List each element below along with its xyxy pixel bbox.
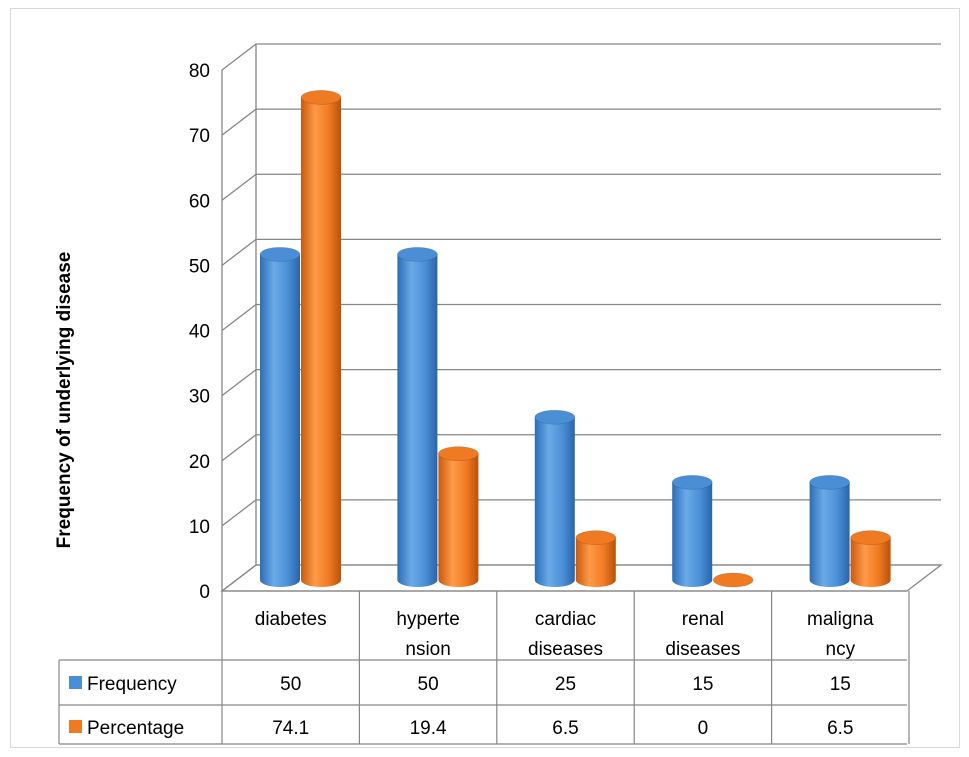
y-axis-label: Frequency of underlying disease xyxy=(54,252,75,549)
legend-label-percentage: Percentage xyxy=(87,718,184,739)
bar-frequency-1 xyxy=(396,246,438,587)
bar-percentage-0 xyxy=(300,90,342,587)
legend-key-percentage xyxy=(69,720,82,733)
bar-percentage-2 xyxy=(575,530,617,587)
bars xyxy=(259,90,891,588)
gridline-side xyxy=(221,303,257,332)
legend-label-frequency: Frequency xyxy=(87,674,177,695)
bar-percentage-1 xyxy=(437,446,479,587)
gridline-side xyxy=(221,108,257,136)
table-cell: 50 xyxy=(418,674,439,695)
gridline-side xyxy=(221,173,257,201)
y-axis: 0 10 20 30 40 50 60 70 80 xyxy=(189,44,257,603)
gridline-side xyxy=(221,369,257,397)
bar-body xyxy=(534,417,575,587)
bar-body xyxy=(575,537,616,587)
bar-percentage-3 xyxy=(712,572,754,588)
bar-body xyxy=(301,97,341,587)
y-tick-label: 20 xyxy=(189,452,210,473)
table-cell: 25 xyxy=(555,674,576,695)
table-cell: 74.1 xyxy=(272,718,309,739)
x-tick-label: diabetes xyxy=(255,609,327,630)
bar-frequency-3 xyxy=(671,474,713,587)
y-tick-label: 0 xyxy=(199,582,210,603)
x-tick-label: diseases xyxy=(665,639,740,660)
gridline-side xyxy=(221,43,257,71)
table-cell: 6.5 xyxy=(827,718,853,739)
gridline-side xyxy=(221,434,257,462)
x-tick-label: cardiac xyxy=(535,609,596,630)
bar-body xyxy=(809,482,850,587)
table-cell: 50 xyxy=(280,674,301,695)
x-tick-label: renal xyxy=(682,609,724,630)
bar-top xyxy=(534,409,576,425)
y-tick-label: 40 xyxy=(189,322,210,343)
x-tick-label: nsion xyxy=(405,639,450,660)
chart-frame xyxy=(10,8,960,748)
table-cell: 19.4 xyxy=(410,718,447,739)
y-tick-label: 50 xyxy=(189,256,210,277)
bar-top xyxy=(437,446,479,462)
bar-top xyxy=(259,246,301,262)
x-tick-label: hyperte xyxy=(396,609,459,630)
bar-top xyxy=(850,530,891,546)
bar-body xyxy=(260,254,300,587)
table-cell: 15 xyxy=(692,674,713,695)
bar-body xyxy=(672,482,713,587)
bar-frequency-2 xyxy=(534,409,576,587)
table-cell: 6.5 xyxy=(552,718,578,739)
y-tick-label: 10 xyxy=(189,517,210,538)
data-table: diabetes hyperte nsion cardiac diseases renal… xyxy=(58,590,910,745)
table-cell: 0 xyxy=(698,718,709,739)
bar-top xyxy=(712,572,754,588)
gridline-side xyxy=(221,238,257,266)
bar-frequency-0 xyxy=(259,246,301,587)
x-tick-label: maligna xyxy=(807,609,874,630)
legend-key-frequency xyxy=(69,676,82,689)
table-cell: 15 xyxy=(830,674,851,695)
y-tick-label: 80 xyxy=(189,61,210,82)
bar-percentage-4 xyxy=(850,530,891,587)
y-tick-label: 30 xyxy=(189,387,210,408)
y-tick-label: 70 xyxy=(189,126,210,147)
bar-body xyxy=(850,537,891,587)
bar-body xyxy=(397,254,438,587)
x-tick-label: diseases xyxy=(528,639,603,660)
bar-frequency-4 xyxy=(809,474,850,587)
gridline-side xyxy=(221,499,257,527)
bar-top xyxy=(300,90,342,105)
bar-body xyxy=(438,453,479,587)
y-tick-label: 60 xyxy=(189,191,210,212)
bar-top xyxy=(575,530,617,546)
bar-top xyxy=(396,246,438,262)
x-tick-label: ncy xyxy=(826,639,856,660)
bar-top xyxy=(671,474,713,490)
bar-top xyxy=(809,474,850,490)
